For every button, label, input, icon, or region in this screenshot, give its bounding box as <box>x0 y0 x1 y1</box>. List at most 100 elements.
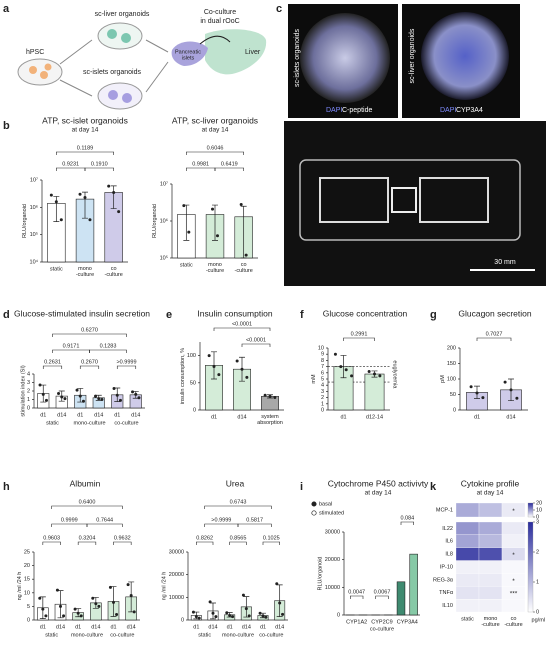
organoid <box>121 33 131 43</box>
data-point <box>131 390 135 394</box>
heatmap-cell <box>455 598 480 613</box>
data-point <box>59 604 62 608</box>
label-line: -culture <box>206 269 224 275</box>
y-tick-label: 200 <box>447 345 456 351</box>
data-point <box>217 373 221 377</box>
heatmap-cell <box>501 502 526 518</box>
y-tick-label: 0 <box>181 617 184 623</box>
label: DAPI <box>440 107 456 114</box>
y-tick-label: 30000 <box>169 549 184 555</box>
p-value: 0.1910 <box>91 161 108 167</box>
bar <box>409 553 418 616</box>
y-tick-label: 30000 <box>325 529 340 535</box>
y-tick-label: 0 <box>27 405 30 411</box>
comparison-bracket <box>204 505 272 509</box>
x-tick-label: d14 <box>237 414 246 420</box>
y-tick-label: 10 <box>24 590 30 596</box>
p-value: 0.9632 <box>114 535 131 541</box>
pancreas <box>171 41 208 66</box>
heatmap-cell <box>501 521 526 536</box>
colorbar-label: 2 <box>536 549 539 555</box>
y-axis-label: ng /ml /24 h <box>161 572 167 601</box>
y-tick-label: 20000 <box>325 557 340 563</box>
y-tick-label: 10⁴ <box>30 258 39 265</box>
comparison-bracket <box>79 365 100 369</box>
data-point <box>126 583 130 587</box>
data-point <box>275 582 279 586</box>
label-line: system <box>261 414 279 420</box>
x-tick-label: d14 <box>208 624 217 630</box>
label: Liver <box>245 49 261 56</box>
p-value: 0.2631 <box>44 359 61 365</box>
row-label: IL22 <box>442 526 453 532</box>
heatmap-cell <box>478 560 503 574</box>
y-tick-label: 20000 <box>169 572 184 578</box>
p-value: 0.0067 <box>374 589 391 595</box>
comparison-bracket <box>375 595 389 599</box>
arrow <box>145 39 169 93</box>
y-tick-label: 10 <box>318 345 324 351</box>
comparison-bracket <box>186 167 216 171</box>
panel-label: f <box>300 309 304 321</box>
comparison-bracket <box>56 151 114 155</box>
chart-title: ATP, sc-liver organoids <box>172 115 258 125</box>
comparison-bracket <box>204 523 239 527</box>
chart-title: Cytokine profile <box>461 478 520 488</box>
y-tick-label: 50 <box>190 380 196 386</box>
dish <box>97 22 143 50</box>
data-point <box>97 604 101 608</box>
data-point <box>112 386 116 390</box>
label-line: mono <box>484 616 498 622</box>
data-point <box>79 614 83 618</box>
group-label: mono-culture <box>71 632 103 638</box>
p-value: 0.9981 <box>192 161 209 167</box>
comparison-bracket <box>84 167 114 171</box>
p-value: 0.2991 <box>351 331 368 337</box>
x-tick-label: mono -culture <box>481 616 499 628</box>
error-bar <box>340 355 347 379</box>
organoid <box>300 13 390 103</box>
data-point <box>78 394 82 398</box>
data-point <box>57 392 61 396</box>
data-point <box>235 359 239 363</box>
data-point <box>38 596 42 600</box>
heatmap-cell <box>478 521 503 536</box>
data-point <box>231 615 235 619</box>
y-tick-label: 10⁵ <box>160 254 168 261</box>
data-point <box>59 218 63 222</box>
p-value: 0.9999 <box>61 517 78 523</box>
data-point <box>117 210 121 214</box>
x-tick-label: d14 <box>94 412 103 418</box>
colorbar-label: 20 <box>536 500 542 506</box>
comparison-bracket <box>42 541 61 545</box>
data-point <box>273 395 277 399</box>
label-line: -culture <box>104 273 122 279</box>
comparison-bracket <box>214 167 244 171</box>
p-value: 0.9603 <box>43 535 60 541</box>
comparison-bracket <box>51 505 123 509</box>
x-tick-label: mono -culture <box>76 266 94 278</box>
data-point <box>182 204 186 208</box>
label: DAPI <box>326 107 342 114</box>
p-value: 0.6419 <box>221 161 238 167</box>
row-label: TNFα <box>439 590 454 596</box>
data-point <box>60 395 64 399</box>
data-point <box>118 398 122 402</box>
cell <box>44 63 52 71</box>
data-point <box>194 615 198 619</box>
data-point <box>191 610 195 614</box>
p-value: 0.6270 <box>81 327 98 333</box>
data-point <box>515 396 519 400</box>
y-axis-label: RLU/organoid <box>317 557 323 591</box>
data-point <box>207 354 211 358</box>
error-bar <box>240 205 247 259</box>
group-label: co-culture <box>114 420 138 426</box>
data-point <box>97 397 101 401</box>
data-point <box>367 370 371 374</box>
bar <box>261 396 279 411</box>
p-value: 0.6046 <box>207 145 224 151</box>
y-tick-label: 3 <box>321 389 324 395</box>
x-tick-label: d14 <box>56 624 65 630</box>
comparison-bracket <box>400 521 414 525</box>
label-line: -culture <box>504 623 522 629</box>
